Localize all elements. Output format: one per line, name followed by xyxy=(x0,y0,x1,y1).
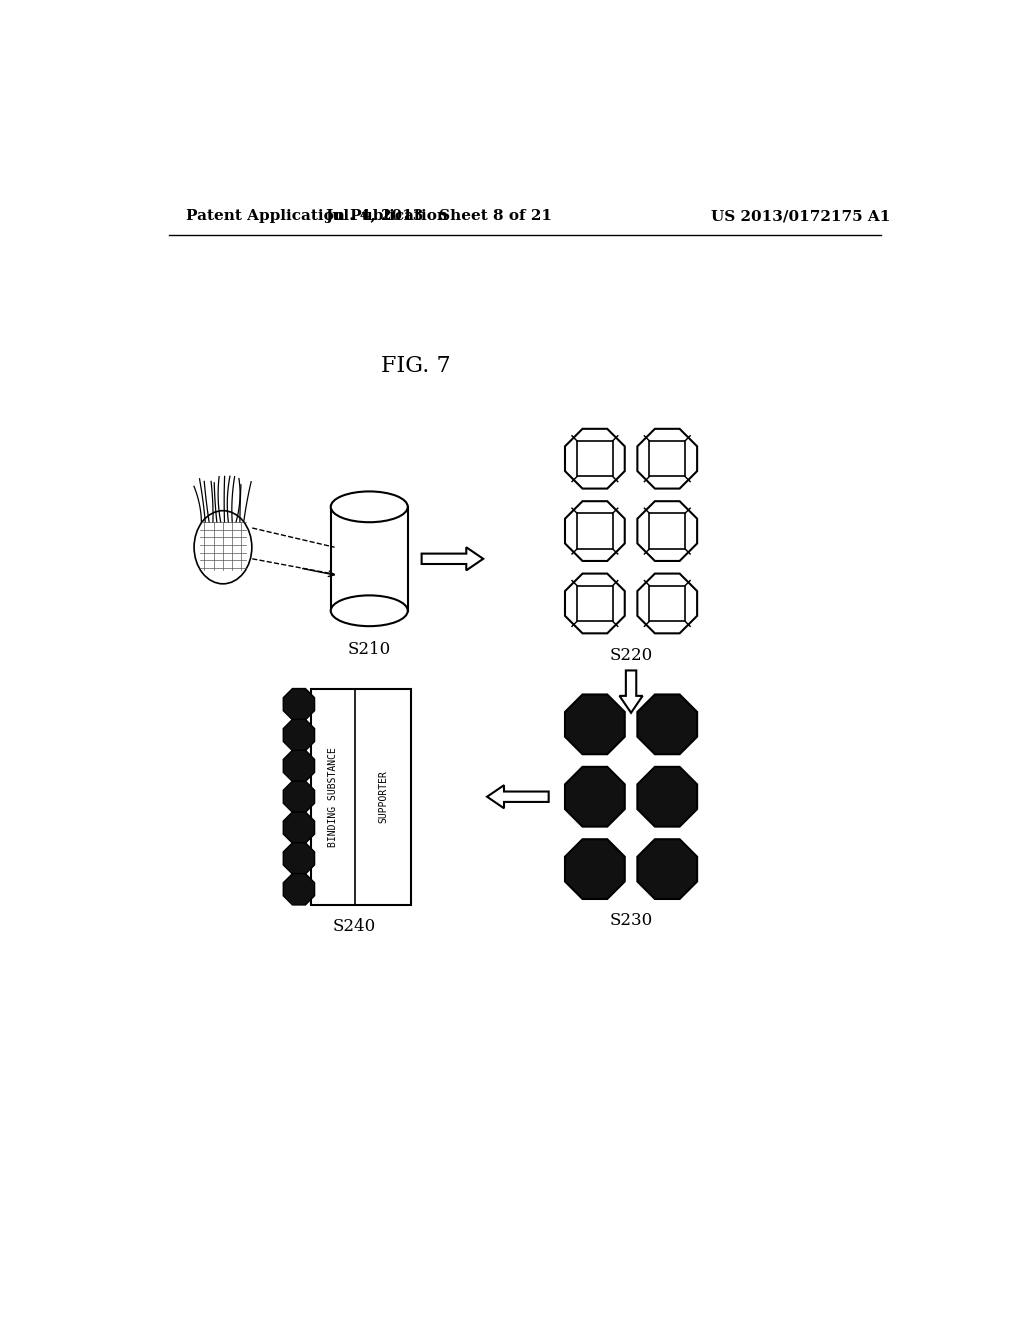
Text: Jul. 4, 2013   Sheet 8 of 21: Jul. 4, 2013 Sheet 8 of 21 xyxy=(325,209,552,223)
Polygon shape xyxy=(284,781,314,812)
Polygon shape xyxy=(620,671,643,713)
Text: S230: S230 xyxy=(609,912,652,929)
Text: US 2013/0172175 A1: US 2013/0172175 A1 xyxy=(711,209,890,223)
Polygon shape xyxy=(565,574,625,634)
Polygon shape xyxy=(565,840,625,899)
Polygon shape xyxy=(565,429,625,488)
Polygon shape xyxy=(637,574,697,634)
Polygon shape xyxy=(637,767,697,826)
Text: S240: S240 xyxy=(332,917,376,935)
Polygon shape xyxy=(637,502,697,561)
Bar xyxy=(331,507,408,611)
Polygon shape xyxy=(565,767,625,826)
Polygon shape xyxy=(284,719,314,751)
Text: S210: S210 xyxy=(347,640,391,657)
Text: FIG. 7: FIG. 7 xyxy=(381,355,451,378)
Polygon shape xyxy=(637,429,697,488)
Polygon shape xyxy=(284,874,314,906)
Polygon shape xyxy=(284,842,314,874)
Text: BINDING SUBSTANCE: BINDING SUBSTANCE xyxy=(328,747,338,846)
Text: Patent Application Publication: Patent Application Publication xyxy=(186,209,449,223)
Polygon shape xyxy=(284,689,314,719)
Polygon shape xyxy=(565,694,625,754)
Ellipse shape xyxy=(331,595,408,626)
Polygon shape xyxy=(565,502,625,561)
Bar xyxy=(311,689,412,904)
Polygon shape xyxy=(422,548,483,570)
Text: SUPPORTER: SUPPORTER xyxy=(378,771,388,824)
Text: S220: S220 xyxy=(609,647,652,664)
Polygon shape xyxy=(284,812,314,843)
Polygon shape xyxy=(637,694,697,754)
Ellipse shape xyxy=(195,511,252,583)
Polygon shape xyxy=(637,840,697,899)
Polygon shape xyxy=(284,750,314,781)
Polygon shape xyxy=(487,785,549,808)
Ellipse shape xyxy=(331,491,408,523)
